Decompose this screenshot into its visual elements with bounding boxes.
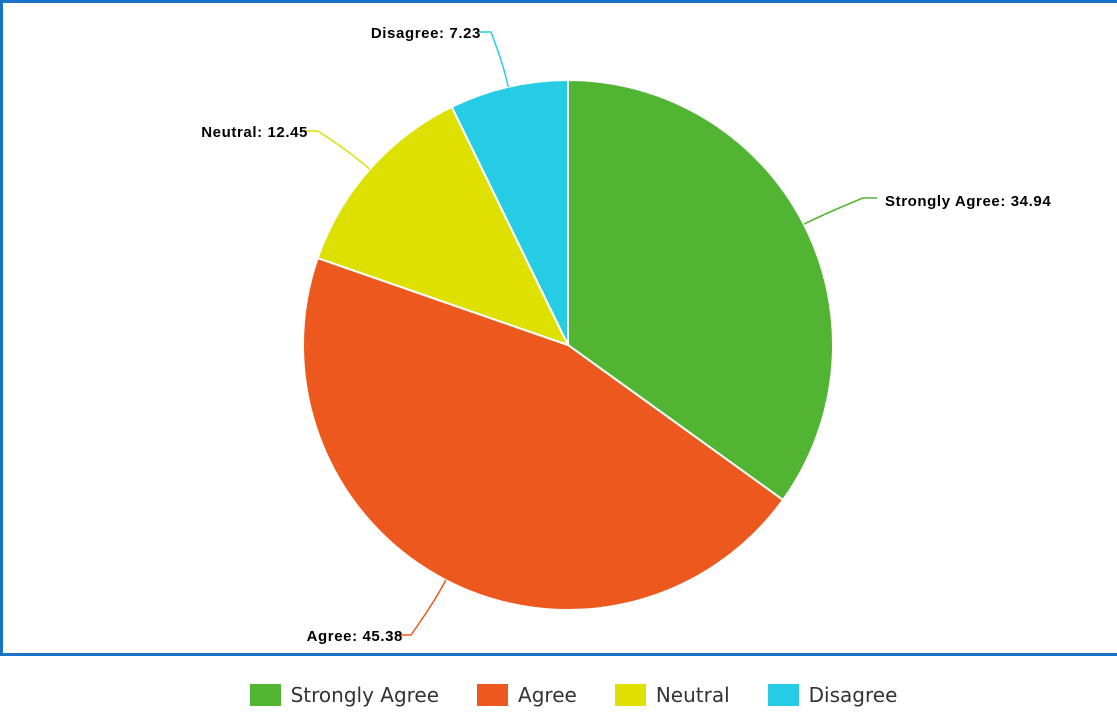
legend-label-strongly-agree: Strongly Agree	[290, 683, 440, 707]
leader-line-neutral	[304, 130, 371, 170]
legend-label-agree: Agree	[518, 683, 577, 707]
legend-swatch-strongly-agree	[249, 684, 281, 706]
data-label-disagree: Disagree: 7.23	[371, 25, 481, 42]
leader-line-disagree	[477, 31, 510, 87]
data-label-strongly-agree: Strongly Agree: 34.94	[885, 193, 1051, 210]
chart-frame: Strongly Agree: 34.94 Agree: 45.38 Neutral…	[0, 0, 1117, 656]
legend-label-disagree: Disagree	[808, 683, 898, 707]
pie-slice-disagree[interactable]	[450, 78, 569, 346]
legend-item-strongly-agree[interactable]: Strongly Agree	[249, 683, 440, 707]
pie-chart: Strongly Agree: 34.94 Agree: 45.38 Neutral…	[201, 25, 1051, 645]
leader-line-agree	[397, 579, 447, 636]
leader-lines	[304, 31, 877, 636]
data-label-neutral: Neutral: 12.45	[201, 124, 308, 141]
data-labels: Strongly Agree: 34.94 Agree: 45.38 Neutral…	[201, 25, 1051, 645]
legend-item-neutral[interactable]: Neutral	[614, 683, 730, 707]
pie-slice-strongly-agree[interactable]	[567, 78, 834, 502]
pie-slices	[302, 78, 834, 611]
legend-swatch-agree	[477, 684, 509, 706]
legend-item-agree[interactable]: Agree	[477, 683, 577, 707]
data-label-agree: Agree: 45.38	[307, 628, 403, 645]
legend-item-disagree[interactable]: Disagree	[767, 683, 898, 707]
legend-swatch-neutral	[614, 684, 646, 706]
legend-swatch-disagree	[767, 684, 799, 706]
leader-line-strongly-agree	[803, 197, 877, 225]
legend-label-neutral: Neutral	[655, 683, 730, 707]
legend: Strongly Agree Agree Neutral Disagree	[0, 675, 1117, 715]
